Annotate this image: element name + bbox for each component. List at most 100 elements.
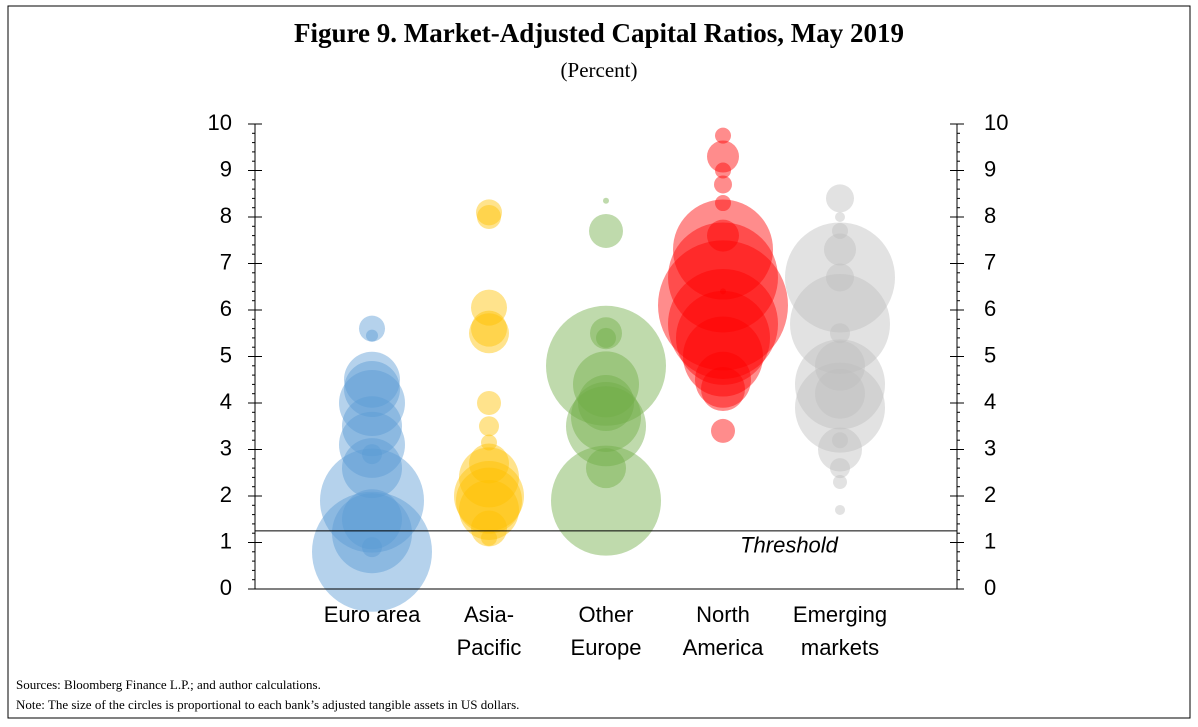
bubble	[701, 367, 745, 412]
bubble	[342, 396, 402, 457]
bubble	[826, 184, 854, 213]
bubble	[459, 447, 519, 508]
bubble	[551, 445, 661, 556]
bubble	[833, 475, 847, 490]
y-tick-label: 9	[220, 156, 232, 181]
y2-tick-label: 9	[984, 156, 996, 181]
bubble	[566, 386, 646, 467]
bubble	[826, 263, 854, 292]
y-tick-label: 1	[220, 528, 232, 553]
y-tick-label: 7	[220, 249, 232, 274]
bubble	[481, 529, 497, 546]
y2-tick-label: 8	[984, 203, 996, 228]
bubble	[818, 427, 862, 472]
chart-subtitle: (Percent)	[561, 58, 638, 82]
bubble	[832, 222, 848, 239]
y-tick-label: 3	[220, 435, 232, 460]
bubble	[359, 315, 385, 342]
y2-tick-label: 3	[984, 435, 996, 460]
x-tick-label: Other Europe	[570, 602, 642, 660]
bubble	[471, 289, 507, 326]
y2-tick-label: 4	[984, 389, 996, 414]
bubble	[830, 458, 850, 479]
bubble	[578, 375, 634, 431]
bubble	[456, 467, 522, 534]
x-tick-label: Asia-Pacific	[456, 602, 522, 660]
bubble	[714, 175, 732, 194]
y2-tick-label: 1	[984, 528, 996, 553]
bubble	[815, 340, 865, 391]
bubble	[332, 493, 412, 574]
bubble	[342, 438, 402, 499]
bubble	[479, 416, 499, 437]
y-tick-label: 2	[220, 482, 232, 507]
bubble	[596, 327, 616, 348]
bubble	[824, 233, 856, 266]
bubble	[454, 461, 524, 531]
y-tick-label: 5	[220, 342, 232, 367]
bubble	[715, 195, 731, 212]
bubble	[366, 329, 378, 342]
bubble	[711, 418, 735, 443]
bubble	[477, 391, 501, 415]
bubble	[362, 537, 382, 558]
bubble	[715, 127, 731, 144]
bubble	[469, 313, 509, 354]
x-tick-label: North America	[682, 602, 764, 660]
y-tick-label: 0	[220, 575, 232, 600]
bubble	[707, 140, 739, 173]
bubble	[835, 504, 845, 515]
bubble	[720, 288, 726, 295]
bubble	[469, 443, 509, 484]
bubble	[481, 434, 497, 451]
bubble	[795, 362, 885, 453]
bubble	[344, 351, 400, 408]
bubble	[715, 162, 731, 179]
y2-tick-label: 5	[984, 342, 996, 367]
bubble	[476, 199, 502, 226]
bubble	[477, 205, 501, 229]
bubble	[339, 370, 405, 436]
bubble	[707, 219, 739, 252]
bubble	[459, 479, 519, 540]
bubble	[471, 310, 507, 347]
bubble	[603, 197, 609, 204]
bubble	[668, 268, 778, 379]
bubble	[668, 222, 778, 333]
bubble	[795, 339, 885, 430]
chart-title: Figure 9. Market-Adjusted Capital Ratios…	[294, 18, 904, 48]
bubble	[344, 361, 400, 418]
bubble	[830, 323, 850, 344]
x-tick-label: Emerging markets	[792, 602, 888, 660]
bubble	[573, 351, 639, 418]
bubble	[546, 305, 666, 426]
bubble	[676, 290, 770, 385]
y-tick-label: 8	[220, 203, 232, 228]
x-tick-label: Euro area	[323, 602, 421, 627]
y-tick-label: 10	[208, 110, 232, 135]
bubble	[832, 432, 848, 449]
y2-tick-label: 0	[984, 575, 996, 600]
bubble	[312, 491, 432, 612]
bubble	[471, 510, 507, 547]
sources: Sources: Bloomberg Finance L.P.; and aut…	[16, 677, 321, 692]
bubble	[571, 381, 641, 452]
bubble	[586, 448, 626, 489]
y-tick-label: 4	[220, 389, 232, 414]
bubble	[339, 411, 405, 478]
bubble	[695, 351, 751, 408]
bubble	[342, 489, 402, 550]
bubble	[590, 317, 622, 350]
y2-tick-label: 2	[984, 482, 996, 507]
y-tick-label: 6	[220, 296, 232, 321]
bubble	[362, 444, 382, 465]
bubble	[589, 213, 623, 248]
frame	[7, 5, 1191, 719]
y2-tick-label: 6	[984, 296, 996, 321]
bubble	[835, 212, 845, 222]
bubble	[320, 448, 424, 553]
y2-tick-label: 7	[984, 249, 996, 274]
bubble	[815, 368, 865, 419]
